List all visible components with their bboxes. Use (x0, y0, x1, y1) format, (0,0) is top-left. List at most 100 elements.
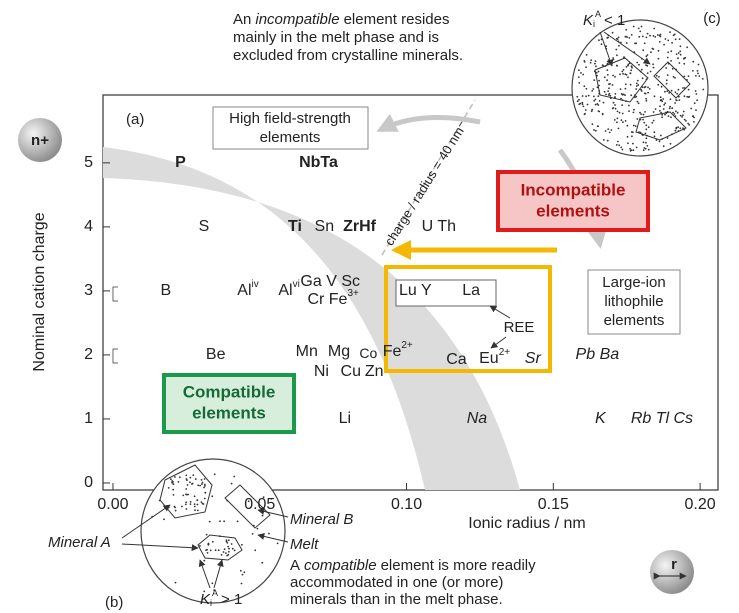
element-label: Zn (365, 363, 384, 380)
melt-dot (580, 72, 582, 74)
mineral-dot (189, 481, 191, 484)
caption-text: element resides (344, 11, 450, 28)
melt-dot (661, 116, 663, 119)
melt-dot (240, 582, 243, 585)
element-label: La (462, 282, 480, 299)
x-tick-label: 0.05 (244, 496, 275, 513)
melt-dot (600, 43, 603, 46)
k-label: KiA < 1 (583, 9, 625, 29)
melt-dot (615, 64, 618, 67)
melt-dot (652, 66, 655, 69)
melt-dot (683, 75, 686, 78)
mineral-dot (172, 483, 175, 486)
melt-dot (693, 121, 695, 123)
element-label: Ca (446, 351, 467, 368)
caption-line: mainly in the melt phase and is (233, 29, 439, 46)
melt-dot (607, 90, 609, 92)
melt-dot (641, 86, 644, 89)
melt-dot (672, 76, 675, 78)
melt-dot (602, 101, 605, 104)
melt-dot (199, 545, 201, 547)
mineral-dot (226, 554, 229, 557)
mineral-dot (206, 552, 209, 554)
melt-dot (624, 120, 627, 122)
melt-dot (158, 499, 161, 502)
melt-dot (683, 62, 686, 65)
element-label: U Th (422, 218, 456, 235)
slope-line (381, 99, 476, 256)
melt-dot (670, 50, 673, 53)
caption-text: A (290, 557, 300, 574)
melt-dot (643, 147, 646, 149)
melt-dot (667, 39, 670, 42)
melt-dot (617, 127, 620, 130)
melt-dot (603, 90, 606, 93)
melt-dot (659, 109, 661, 112)
y-tick-label: 0 (84, 474, 93, 491)
melt-dot (624, 83, 627, 86)
melt-dot (642, 35, 644, 38)
melt-dot (687, 88, 690, 91)
melt-dot (645, 124, 648, 127)
caption-line: accommodated in one (or more) (290, 574, 503, 591)
element-superscript: 2+ (401, 340, 413, 351)
melt-dot (617, 140, 619, 143)
melt-dot (594, 62, 596, 65)
melt-dot (608, 131, 611, 134)
melt-dot (654, 108, 657, 110)
element-label: P (175, 154, 186, 171)
melt-dot (205, 533, 208, 536)
melt-dot (597, 125, 599, 128)
melt-dot (622, 72, 624, 75)
melt-dot (252, 524, 255, 527)
melt-dot (593, 100, 596, 102)
pointer (121, 504, 171, 539)
melt-dot (637, 84, 640, 86)
melt-dot (687, 122, 689, 125)
melt-dot (678, 95, 680, 98)
mineral-dot (192, 474, 195, 476)
mineral-dot (231, 547, 234, 550)
melt-dot (677, 130, 680, 132)
melt-dot (593, 79, 596, 81)
melt-dot (667, 115, 670, 117)
melt-dot (657, 57, 660, 60)
k-sub: i (593, 19, 595, 29)
melt-dot (594, 129, 597, 132)
melt-dot (582, 105, 585, 108)
melt-dot (597, 95, 600, 98)
y-tick-label: 5 (84, 154, 93, 171)
melt-dot (618, 111, 621, 114)
mineral-circle (140, 458, 286, 604)
radius-symbol: r (671, 556, 677, 573)
melt-dot (671, 133, 673, 136)
melt-dot (674, 115, 677, 117)
melt-dot (645, 78, 648, 81)
element-symbol: ZrHf (343, 218, 377, 235)
melt-dot (603, 76, 606, 79)
melt-dot (203, 590, 206, 593)
melt-dot (621, 99, 624, 101)
melt-dot (622, 69, 625, 71)
k-base: K (583, 12, 594, 29)
melt-dot (649, 34, 651, 37)
melt-dot (625, 66, 628, 68)
melt-dot (629, 83, 632, 86)
melt-dot (625, 42, 628, 44)
mineral-dot (228, 550, 230, 553)
caption-line: An incompatible element resides (233, 11, 449, 28)
element-label: NbTa (299, 154, 338, 171)
melt-dot (635, 95, 638, 98)
melt-dot (607, 59, 610, 62)
melt-dot (611, 84, 614, 86)
melt-dot (625, 28, 628, 31)
melt-dot (693, 116, 695, 119)
melt-dot (647, 126, 650, 129)
melt-dot (637, 27, 640, 30)
mineral-dot (204, 491, 207, 494)
charge-symbol: n+ (31, 132, 49, 149)
melt-dot (675, 126, 678, 129)
ree-label: REE (504, 319, 535, 336)
melt-dot (581, 103, 584, 106)
